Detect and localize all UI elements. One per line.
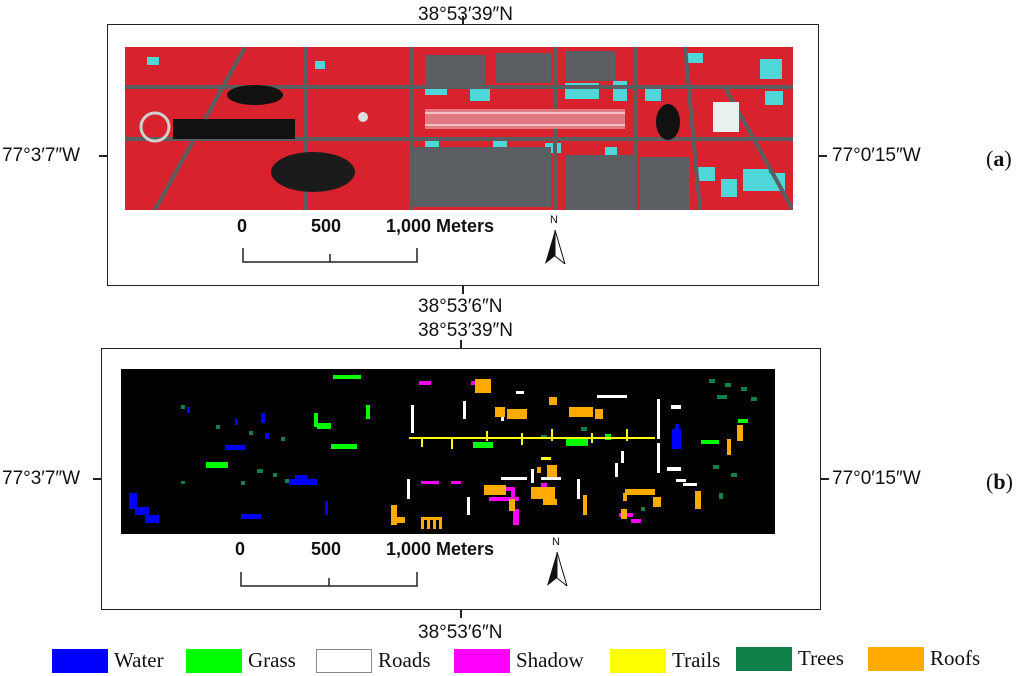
legend-swatch-grass — [186, 649, 242, 673]
panel-a-scale-mid: 500 — [311, 216, 342, 236]
panel-a-left-longitude: 77°3′7″W — [2, 145, 81, 166]
panel-b-scale-max: 1,000 Meters — [386, 539, 495, 559]
class-roofs — [391, 379, 743, 529]
panel-b-tag: (b) — [986, 469, 1013, 494]
panel-a-left-tick — [99, 155, 108, 157]
panel-a-tag: (a) — [986, 146, 1012, 171]
panel-b-scale-bar — [240, 572, 418, 587]
legend-label-roofs: Roofs — [930, 646, 981, 670]
tidal-basin — [271, 152, 355, 192]
panel-b-top-latitude: 38°53′39″N — [418, 320, 514, 341]
panel-b-scale-mid: 500 — [311, 539, 342, 559]
legend-label-trees: Trees — [798, 646, 844, 670]
panel-b-top-tick — [460, 340, 462, 349]
panel-b-left-longitude: 77°3′7″W — [2, 468, 81, 489]
panel-b-right-longitude: 77°0′15″W — [832, 468, 921, 489]
lincoln-circle — [139, 111, 171, 143]
pond-upper — [227, 85, 283, 105]
classification-map — [121, 369, 775, 534]
panel-b-north-label: N — [552, 536, 560, 548]
class-roads — [407, 391, 697, 515]
panel-a-bottom-tick — [462, 285, 464, 294]
urban-blocks — [411, 51, 690, 210]
panel-a-bottom-latitude: 38°53′6″N — [418, 296, 503, 317]
panel-a-scale-max: 1,000 Meters — [386, 216, 495, 236]
legend-label-water: Water — [114, 648, 164, 672]
legend-swatch-trees — [736, 647, 792, 671]
legend-swatch-roads — [316, 649, 372, 673]
panel-b-left-tick — [93, 478, 102, 480]
reflecting-pool — [173, 119, 295, 139]
legend-swatch-shadow — [454, 649, 510, 673]
panel-a-scale-bar — [242, 248, 418, 263]
classification-background — [121, 369, 775, 534]
panel-a-right-longitude: 77°0′15″W — [832, 145, 921, 166]
false-color-satellite-image — [125, 47, 793, 210]
capitol-building — [713, 102, 739, 132]
monument-circle — [358, 112, 368, 122]
legend-label-roads: Roads — [378, 648, 431, 672]
panel-b-scale-zero: 0 — [235, 539, 246, 559]
panel-a-scale-zero: 0 — [237, 216, 248, 236]
panel-b-bottom-tick — [460, 609, 462, 618]
north-arrow-icon — [547, 552, 568, 586]
north-arrow-icon — [545, 230, 566, 264]
panel-a-top-latitude: 38°53′39″N — [418, 4, 514, 25]
legend-swatch-water — [52, 649, 108, 673]
panel-b-right-tick — [820, 478, 829, 480]
capitol-pool — [656, 104, 680, 140]
panel-b-bottom-latitude: 38°53′6″N — [418, 622, 503, 643]
class-water — [129, 407, 681, 523]
mall-paths — [425, 112, 625, 126]
panel-a-north-label: N — [550, 214, 558, 226]
panel-a-top-tick — [462, 16, 464, 25]
legend-swatch-trails — [610, 649, 666, 673]
legend-label-shadow: Shadow — [516, 648, 584, 672]
class-trails — [409, 429, 655, 460]
panel-a-right-tick — [818, 155, 827, 157]
legend-label-trails: Trails — [672, 648, 721, 672]
legend-swatch-roofs — [868, 647, 924, 671]
legend-label-grass: Grass — [248, 648, 296, 672]
